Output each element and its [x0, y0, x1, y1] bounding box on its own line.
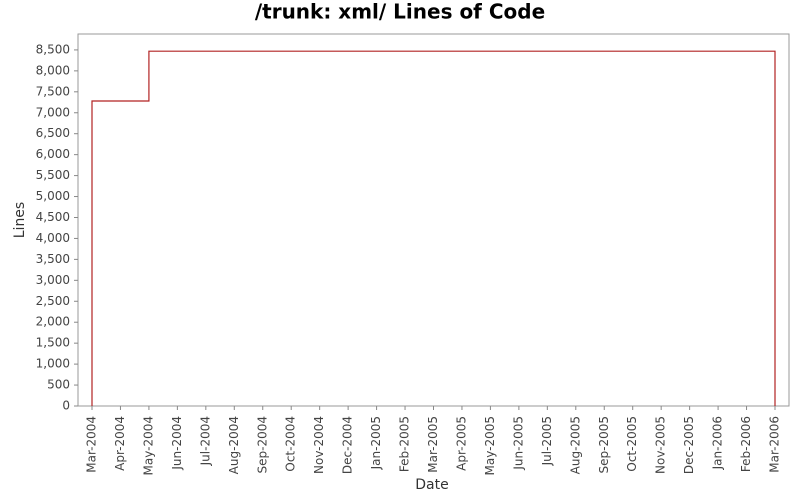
x-tick-label: Mar-2004: [85, 416, 99, 473]
x-tick-label: Aug-2005: [568, 416, 582, 474]
y-tick-label: 3,500: [36, 252, 70, 266]
x-tick-label: Oct-2005: [625, 416, 639, 472]
x-axis-label: Date: [415, 477, 448, 493]
y-axis-label: Lines: [12, 202, 28, 238]
x-tick-label: Jun-2004: [170, 416, 184, 471]
y-tick-label: 2,000: [36, 315, 70, 329]
y-tick-label: 8,500: [36, 42, 70, 56]
y-tick-label: 4,000: [36, 231, 70, 245]
y-tick-label: 2,500: [36, 294, 70, 308]
x-tick-label: Aug-2004: [227, 416, 241, 474]
x-tick-label: Jul-2005: [540, 416, 554, 466]
y-tick-label: 7,000: [36, 105, 70, 119]
x-tick-label: Mar-2006: [768, 416, 782, 473]
x-tick-label: Feb-2006: [739, 416, 753, 472]
x-tick-label: May-2005: [483, 416, 497, 475]
x-tick-label: Oct-2004: [284, 416, 298, 472]
x-tick-label: Feb-2005: [398, 416, 412, 472]
y-tick-label: 3,000: [36, 273, 70, 287]
x-tick-label: Dec-2005: [682, 416, 696, 474]
y-tick-label: 1,000: [36, 357, 70, 371]
line: [91, 50, 776, 406]
x-tick-label: Jul-2004: [198, 416, 212, 466]
x-tick-label: Nov-2005: [654, 416, 668, 474]
x-tick-label: May-2004: [141, 416, 155, 475]
x-tick-label: Apr-2005: [454, 416, 468, 471]
x-tick-label: Dec-2004: [341, 416, 355, 474]
x-tick-label: Sep-2005: [597, 416, 611, 474]
y-tick-label: 6,500: [36, 126, 70, 140]
y-tick-label: 0: [62, 399, 70, 413]
x-tick-label: Apr-2004: [113, 416, 127, 471]
y-tick-label: 5,000: [36, 189, 70, 203]
y-tick-label: 4,500: [36, 210, 70, 224]
x-tick-label: Sep-2004: [255, 416, 269, 474]
plot-area: [77, 33, 790, 407]
x-tick-label: Nov-2004: [312, 416, 326, 474]
x-tick-label: Jun-2005: [511, 416, 525, 471]
x-tick-label: Jan-2006: [711, 416, 725, 470]
y-tick-label: 6,000: [36, 147, 70, 161]
y-tick-label: 1,500: [36, 336, 70, 350]
x-tick-label: Jan-2005: [369, 416, 383, 470]
y-tick-label: 500: [47, 378, 70, 392]
y-tick-label: 5,500: [36, 168, 70, 182]
y-tick-label: 7,500: [36, 84, 70, 98]
x-tick-label: Mar-2005: [426, 416, 440, 473]
y-tick-label: 8,000: [36, 63, 70, 77]
chart-title: /trunk: xml/ Lines of Code: [255, 0, 545, 24]
